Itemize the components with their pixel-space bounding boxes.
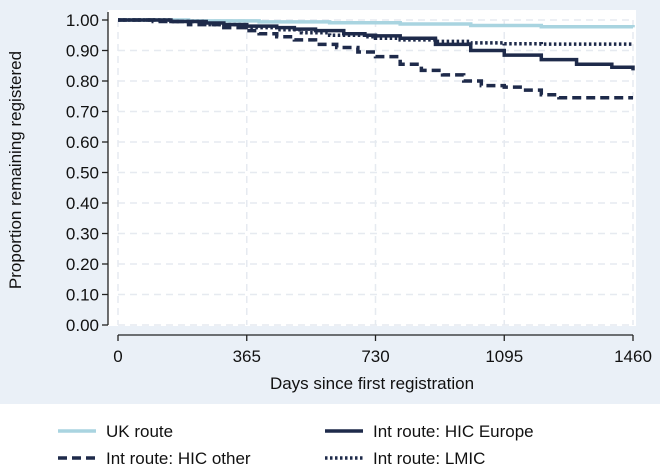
x-tick-label: 730: [361, 347, 389, 366]
series-line-int-route-lmic: [118, 18, 635, 46]
tick-labels: 0.00 0.10 0.20 0.30 0.40 0.50 0.60 0.70 0.80 0.90…: [66, 11, 652, 366]
x-axis-title: Days since first registration: [270, 374, 474, 393]
y-tick-label: 0.10: [66, 286, 99, 305]
legend-label: Int route: LMIC: [373, 449, 485, 468]
series-line-int-route-hic-other: [118, 18, 633, 100]
x-tick-label: 1460: [614, 347, 652, 366]
y-tick-label: 1.00: [66, 11, 99, 30]
legend-label: Int route: HIC other: [106, 449, 251, 468]
y-tick-label: 0.50: [66, 164, 99, 183]
legend-label: UK route: [106, 422, 173, 441]
x-tick-label: 0: [113, 347, 122, 366]
grid-lines: [117, 19, 634, 326]
series-lines: [118, 18, 635, 100]
y-tick-label: 0.90: [66, 42, 99, 61]
y-tick-label: 0.60: [66, 133, 99, 152]
plot-area: [108, 10, 636, 326]
y-tick-label: 0.80: [66, 72, 99, 91]
y-tick-label: 0.00: [66, 316, 99, 335]
y-tick-label: 0.30: [66, 225, 99, 244]
y-tick-label: 0.40: [66, 194, 99, 213]
axes: [102, 12, 634, 341]
y-tick-label: 0.70: [66, 103, 99, 122]
x-tick-label: 1095: [485, 347, 523, 366]
legend-label: Int route: HIC Europe: [373, 422, 534, 441]
legend-box: [0, 404, 660, 472]
x-tick-label: 365: [233, 347, 261, 366]
series-line-uk-route: [118, 18, 635, 29]
legend: UK route Int route: HIC Europe Int route: …: [58, 422, 534, 468]
y-axis-title: Proportion remaining registered: [6, 51, 25, 289]
y-tick-label: 0.20: [66, 255, 99, 274]
